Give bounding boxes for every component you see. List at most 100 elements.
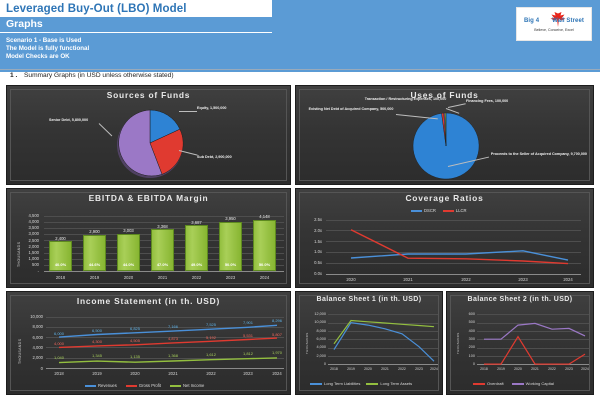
section-label: Summary Graphs (in USD unless otherwise … <box>24 72 174 79</box>
income-gross-profit-2021: 4,873 <box>167 336 178 342</box>
pie-label-financing-fees-text: Financing Fees, 100,000 <box>466 99 509 103</box>
logo-tagline: Believe, Conceive, Excel <box>534 28 574 32</box>
income-revenues-2021: 7,166 <box>167 324 178 330</box>
income-statement-legend[interactable]: Revenues Gross Profit Net Income <box>85 383 204 388</box>
balance-sheet-2-legend[interactable]: Overdraft Working Capital <box>473 381 554 386</box>
ebitda-value-2022: 3,687 <box>191 219 202 225</box>
coverage-xtick-2022: 2022 <box>461 277 471 282</box>
legend-item-long-term-liabilities[interactable]: Long Term Liabilities <box>310 381 360 386</box>
status-messages: Scenario 1 - Base is Used The Model is f… <box>6 37 89 62</box>
income-revenues-2019: 6,500 <box>91 327 102 333</box>
chart-panel-income-statement[interactable]: Income Statement (in th. USD) THOUSANDS … <box>6 291 291 395</box>
income-revenues-2020: 6,825 <box>129 325 140 331</box>
ebitda-value-2021: 3,368 <box>157 223 168 229</box>
pie-label-sub-debt: Sub Debt, 2,900,000 <box>197 155 232 159</box>
coverage-ytick-5: 0.0x <box>314 271 322 276</box>
income-gross-profit-2024: 5,807 <box>271 331 282 337</box>
pie-label-proceeds: Proceeds to the Seller of Acquired Compa… <box>489 152 587 157</box>
ebitda-margin-2018: 40.0% <box>54 262 67 267</box>
coverage-ratios-lines <box>350 229 569 265</box>
section-number: 1 . <box>10 72 18 79</box>
chart-panel-balance-sheet-1[interactable]: Balance Sheet 1 (in th. USD) THOUSANDS 1… <box>295 291 443 395</box>
legend-item-gross-profit[interactable]: Gross Profit <box>125 383 161 388</box>
income-ytick-5: 0 <box>40 365 43 371</box>
income-gross-profit-2020: 4,505 <box>129 338 140 344</box>
balance-sheet-1-legend[interactable]: Long Term Liabilities Long Term Assets <box>310 381 412 386</box>
chart-panel-balance-sheet-2[interactable]: Balance Sheet 2 (in th. USD) THOUSANDS 6… <box>446 291 594 395</box>
coverage-ratios-legend[interactable]: DSCR LLCR <box>411 208 467 213</box>
income-net-income-2022: 1,612 <box>205 351 216 357</box>
legend-item-overdraft[interactable]: Overdraft <box>473 381 504 386</box>
bs1-ytick-4: 4,000 <box>316 345 326 350</box>
legend-swatch-gross-profit <box>125 384 137 387</box>
company-logo: Big 4 Wall Street Believe, Conceive, Exce… <box>516 7 592 41</box>
legend-item-working-capital[interactable]: Working Capital <box>511 381 554 386</box>
logo-text: Big 4 Wall Street <box>517 18 591 24</box>
bs2-ytick-6: 0 <box>472 361 475 366</box>
legend-swatch-overdraft <box>473 382 485 385</box>
ebitda-margin-2022: 49.0% <box>190 262 203 267</box>
ebitda-margin-2019: 44.6% <box>88 262 101 267</box>
coverage-xtick-2021: 2021 <box>403 277 413 282</box>
status-line-checks: Model Checks are OK <box>6 53 70 61</box>
bs2-ytick-3: 300 <box>468 336 475 341</box>
balance-sheet-2-lines <box>484 322 586 365</box>
bs1-ytick-2: 8,000 <box>316 328 326 333</box>
bs2-xtick-2023: 2023 <box>565 366 573 371</box>
status-line-functional: The Model is fully functional <box>6 45 90 53</box>
legend-label-llcr: LLCR <box>455 208 467 213</box>
ebitda-ytick-9: - <box>37 268 39 274</box>
legend-swatch-revenues <box>85 384 96 387</box>
ebitda-bar-2023 <box>219 222 242 272</box>
coverage-ytick-0: 2.5x <box>314 217 322 222</box>
legend-swatch-long-term-liabilities <box>310 382 322 385</box>
bs2-xtick-2024: 2024 <box>581 366 589 371</box>
ebitda-xtick-2021: 2021 <box>157 275 168 280</box>
income-xtick-2020: 2020 <box>130 371 140 376</box>
legend-item-net-income[interactable]: Net Income <box>169 383 204 388</box>
ebitda-ytick-0: 4,500 <box>28 213 39 218</box>
page-title: Leveraged Buy-Out (LBO) Model <box>6 3 187 15</box>
income-xtick-2018: 2018 <box>54 371 64 376</box>
ebitda-margin-2020: 44.0% <box>122 262 135 267</box>
pie-label-equity: Equity, 1,500,000 <box>197 106 227 110</box>
chart-panel-ebitda[interactable]: EBITDA & EBITDA Margin THOUSANDS 4,500 4… <box>6 188 291 288</box>
income-ytick-1: 8,000 <box>32 324 43 330</box>
chart-panel-coverage-ratios[interactable]: Coverage Ratios DSCR LLCR 2.5x 2.0x 1.5x… <box>295 188 594 288</box>
pie-label-existing-net-debt-text: Existing Net Debt of Acquired Company, 5… <box>308 107 394 111</box>
legend-swatch-net-income <box>169 384 181 387</box>
income-net-income-2021: 1,368 <box>167 353 178 358</box>
income-xtick-2019: 2019 <box>92 371 102 376</box>
chart-title-balance-sheet-2: Balance Sheet 2 (in th. USD) <box>467 296 573 303</box>
logo-right-text: Wall Street <box>552 18 585 24</box>
legend-item-llcr[interactable]: LLCR <box>442 208 467 213</box>
bs2-ytick-5: 100 <box>468 353 475 358</box>
legend-item-long-term-assets[interactable]: Long Term Assets <box>366 381 412 386</box>
ebitda-value-2024: 4,148 <box>259 213 270 219</box>
income-xtick-2023: 2023 <box>243 371 253 376</box>
legend-label-long-term-assets: Long Term Assets <box>380 381 413 386</box>
ebitda-ytick-2: 3,500 <box>28 225 39 231</box>
chart-panel-uses-of-funds[interactable]: Uses of Funds Proceeds to the Seller of … <box>295 85 594 185</box>
income-gross-profit-2022: 5,192 <box>205 334 216 340</box>
chart-title-coverage-ratios: Coverage Ratios <box>405 193 484 203</box>
income-ytick-4: 2,000 <box>32 355 43 361</box>
legend-swatch-long-term-assets <box>366 382 379 385</box>
legend-item-revenues[interactable]: Revenues <box>85 383 117 388</box>
ebitda-xtick-2022: 2022 <box>191 275 202 280</box>
legend-label-long-term-liabilities: Long Term Liabilities <box>324 381 361 386</box>
income-gross-profit-2019: 4,300 <box>91 339 102 345</box>
legend-item-dscr[interactable]: DSCR <box>411 208 436 213</box>
legend-label-gross-profit: Gross Profit <box>138 383 161 388</box>
bs1-xtick-2021: 2021 <box>381 366 389 371</box>
eagle-icon <box>550 12 566 27</box>
logo-left-text: Big 4 <box>523 18 540 24</box>
pie-label-senior-debt: Senior Debt, 5,800,000 <box>49 118 89 122</box>
chart-panel-sources-of-funds[interactable]: Sources of Funds Equity, 1,500,000 Sub D… <box>6 85 291 185</box>
income-net-income-2018: 1,040 <box>53 354 64 360</box>
ebitda-xtick-2018: 2018 <box>55 275 66 280</box>
coverage-xtick-2023: 2023 <box>518 277 528 282</box>
income-net-income-2020: 1,135 <box>129 354 140 360</box>
title-block: Leveraged Buy-Out (LBO) Model Graphs <box>0 0 278 33</box>
